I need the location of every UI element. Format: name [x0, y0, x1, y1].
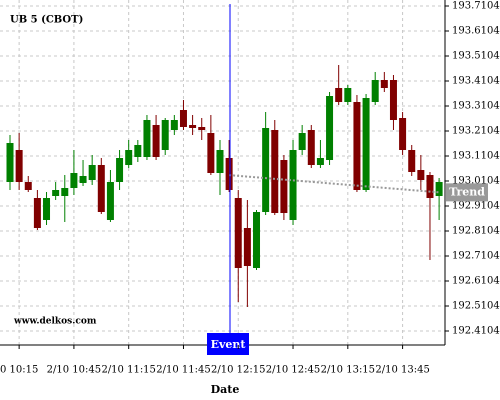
trend-line: [229, 174, 440, 194]
candle-body: [326, 96, 334, 160]
candle-body: [143, 120, 151, 157]
y-tick-label: 193.7104: [452, 1, 500, 12]
y-tick-label: 193.4104: [452, 76, 500, 87]
candle-body: [216, 150, 224, 173]
y-tick-label: 193.1104: [452, 151, 500, 162]
candle-body: [61, 188, 69, 196]
y-tick-label: 192.6104: [452, 276, 500, 287]
chart-title: UB 5 (CBOT): [10, 15, 83, 26]
candle-body: [234, 198, 242, 268]
candle-body: [198, 127, 206, 130]
y-tick-label: 192.8104: [452, 226, 500, 237]
candle-body: [262, 128, 270, 212]
trend-box: [446, 183, 488, 202]
y-tick-label: 193.2104: [452, 126, 500, 137]
candle-body: [189, 125, 197, 128]
x-tick-label: 2/10 13:45: [375, 365, 429, 376]
candle-body: [371, 80, 379, 102]
candle-body: [116, 158, 124, 182]
candle-body: [307, 130, 315, 165]
y-tick-label: 193.3104: [452, 101, 500, 112]
candle-body: [316, 158, 324, 165]
candle-body: [79, 176, 87, 183]
candle-body: [289, 150, 297, 220]
x-tick-label: 2/10 11:15: [101, 365, 155, 376]
event-label: Event: [211, 338, 247, 351]
candle-body: [426, 175, 434, 198]
candle-body: [389, 80, 397, 120]
y-tick-label: 192.5104: [452, 301, 500, 312]
event-box: [207, 333, 249, 355]
candle-body: [15, 150, 23, 182]
x-tick-label: 0 10:15: [0, 365, 38, 376]
candle-body: [353, 102, 361, 190]
candle-body: [280, 160, 288, 213]
x-tick-label: 2/10 11:45: [156, 365, 210, 376]
trend-label: Trend: [449, 185, 485, 198]
y-tick-label: 192.4104: [452, 326, 500, 337]
candle-body: [335, 88, 343, 102]
candle-body: [179, 110, 187, 127]
candle-body: [344, 88, 352, 102]
x-tick-label: 2/10 12:15: [211, 365, 265, 376]
x-tick-label: 2/10 10:45: [47, 365, 101, 376]
x-axis-title: Date: [211, 383, 240, 396]
watermark: www.delkos.com: [13, 317, 97, 327]
y-tick-label: 193.0104: [452, 176, 500, 187]
candle-body: [52, 190, 60, 196]
candle-body: [225, 158, 233, 190]
candle-body: [170, 120, 178, 130]
candle-body: [97, 165, 105, 212]
candle-body: [106, 182, 114, 220]
candle-body: [435, 182, 443, 196]
candle-body: [161, 120, 169, 150]
candle-body: [408, 150, 416, 172]
candle-body: [362, 98, 370, 190]
candle-body: [134, 145, 142, 157]
candle-body: [271, 130, 279, 213]
y-tick-label: 192.9104: [452, 201, 500, 212]
y-tick-label: 192.7104: [452, 251, 500, 262]
candle-body: [6, 143, 14, 182]
candle-body: [88, 165, 96, 180]
candle-body: [207, 133, 215, 173]
x-tick-label: 2/10 12:45: [266, 365, 320, 376]
candle-body: [243, 228, 251, 266]
candle-body: [24, 182, 32, 190]
candle-body: [43, 198, 51, 220]
candle-body: [70, 173, 78, 188]
x-tick-label: 2/10 13:15: [321, 365, 375, 376]
y-tick-label: 193.6104: [452, 26, 500, 37]
candle-body: [298, 133, 306, 150]
candle-body: [417, 170, 425, 180]
candle-body: [253, 212, 261, 268]
y-tick-label: 193.5104: [452, 51, 500, 62]
candle-body: [125, 150, 133, 165]
candle-body: [380, 80, 388, 88]
candle-body: [33, 198, 41, 228]
candle-body: [152, 125, 160, 157]
candle-body: [399, 118, 407, 150]
marks: [6, 65, 443, 307]
